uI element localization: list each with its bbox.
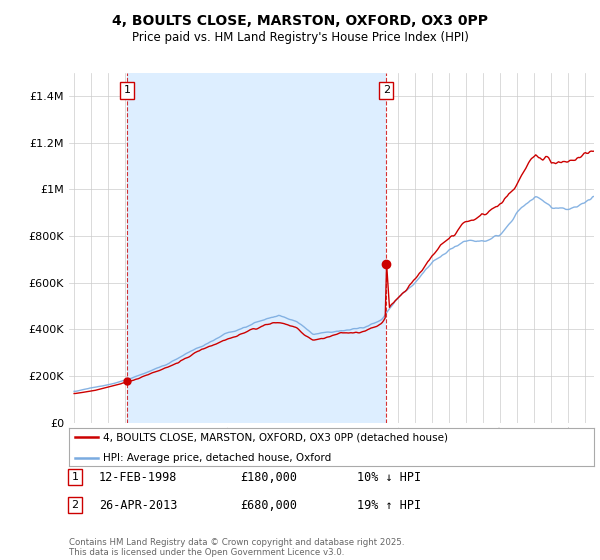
Bar — [127, 73, 386, 423]
Text: 26-APR-2013: 26-APR-2013 — [99, 498, 178, 512]
Text: 19% ↑ HPI: 19% ↑ HPI — [357, 498, 421, 512]
Text: Contains HM Land Registry data © Crown copyright and database right 2025.
This d: Contains HM Land Registry data © Crown c… — [69, 538, 404, 557]
Text: 2: 2 — [383, 85, 390, 95]
Text: 4, BOULTS CLOSE, MARSTON, OXFORD, OX3 0PP: 4, BOULTS CLOSE, MARSTON, OXFORD, OX3 0P… — [112, 14, 488, 28]
Text: 4, BOULTS CLOSE, MARSTON, OXFORD, OX3 0PP (detached house): 4, BOULTS CLOSE, MARSTON, OXFORD, OX3 0P… — [103, 432, 448, 442]
Text: 1: 1 — [71, 472, 79, 482]
Text: 1: 1 — [124, 85, 131, 95]
Text: £180,000: £180,000 — [240, 470, 297, 484]
Text: 10% ↓ HPI: 10% ↓ HPI — [357, 470, 421, 484]
Text: HPI: Average price, detached house, Oxford: HPI: Average price, detached house, Oxfo… — [103, 452, 331, 463]
Text: Price paid vs. HM Land Registry's House Price Index (HPI): Price paid vs. HM Land Registry's House … — [131, 31, 469, 44]
Text: £680,000: £680,000 — [240, 498, 297, 512]
Text: 12-FEB-1998: 12-FEB-1998 — [99, 470, 178, 484]
Text: 2: 2 — [71, 500, 79, 510]
